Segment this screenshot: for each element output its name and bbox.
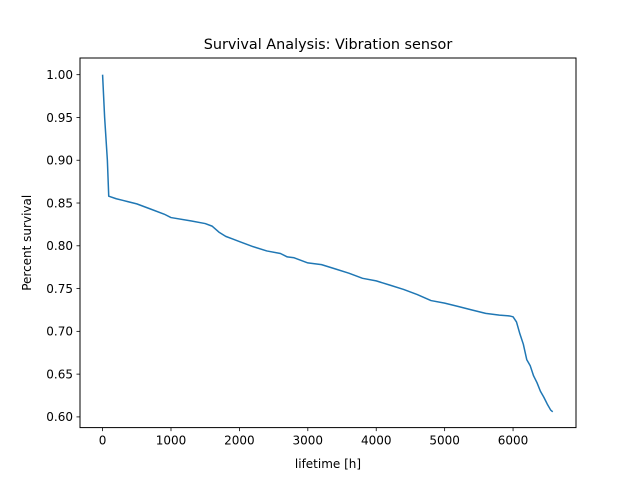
y-tick-label: 0.80	[46, 239, 73, 253]
survival-curve-line	[101, 74, 554, 413]
y-tick-label: 0.60	[46, 410, 73, 424]
x-tick-label: 4000	[361, 434, 392, 448]
x-axis-title: lifetime [h]	[295, 457, 361, 471]
y-tick-label: 0.95	[46, 111, 73, 125]
x-tick-label: 6000	[498, 434, 529, 448]
x-axis: 0 1000 2000 3000 4000 5000 6000	[99, 427, 529, 448]
x-tick-label: 5000	[429, 434, 460, 448]
x-tick-label: 3000	[293, 434, 324, 448]
y-axis-title: Percent survival	[20, 195, 34, 291]
axes-frame	[79, 57, 577, 429]
y-tick-label: 0.75	[46, 282, 73, 296]
plot-area	[101, 74, 554, 413]
chart-title: Survival Analysis: Vibration sensor	[204, 37, 453, 53]
x-tick-label: 0	[99, 434, 107, 448]
y-tick-label: 0.85	[46, 196, 73, 210]
y-tick-label: 1.00	[46, 68, 73, 82]
y-tick-label: 0.90	[46, 154, 73, 168]
y-tick-label: 0.70	[46, 325, 73, 339]
x-tick-label: 2000	[224, 434, 255, 448]
y-tick-label: 0.65	[46, 367, 73, 381]
y-axis: 0.60 0.65 0.70 0.75 0.80 0.85 0.90 0.95 1.00	[46, 68, 80, 424]
x-tick-label: 1000	[156, 434, 187, 448]
